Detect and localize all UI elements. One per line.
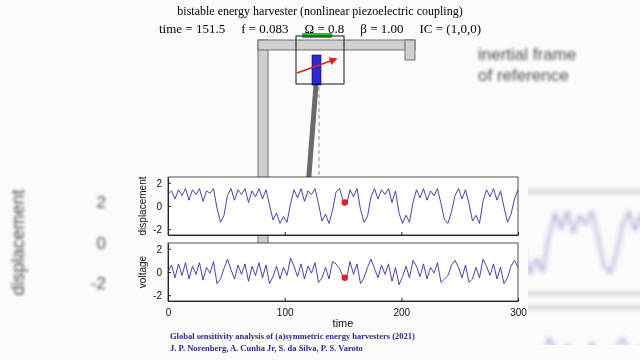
x-tick [285,232,286,235]
y-tick: 0 [156,267,171,278]
background-line [528,334,640,345]
tick-label: -2 [153,290,162,301]
x-tick: 300 [510,298,527,318]
current-point [342,199,348,205]
tick-label: -2 [153,224,162,235]
tick-label: 2 [156,178,162,189]
axis-line [169,235,519,236]
y-axis-title: voltage [137,255,148,288]
tick-mark [168,229,171,230]
plot-frame [168,243,518,301]
plot-area [168,189,518,224]
x-axis [169,232,519,236]
background-line [528,212,640,273]
x-tick [518,232,519,235]
parameter: IC = (1,0,0) [420,21,482,36]
background-diagram-label: of reference [478,66,569,85]
tick-mark [168,206,171,207]
tick-label: 300 [510,307,527,318]
tick-mark [285,232,286,235]
tick-label: 100 [277,307,294,318]
series-line [168,258,518,285]
tick-mark [168,295,171,296]
axis-line [169,301,519,302]
background [0,0,640,360]
plot-area [168,258,518,285]
y-axis: -2 0 2 [153,244,171,302]
tick-mark [168,183,171,184]
chart: 0 100 200 300 -2 0 2 voltage time [137,243,527,329]
piezo-layer [312,55,321,85]
chart: -2 0 2 displacement [137,176,519,235]
y-tick: -2 [153,290,171,301]
background-tick-label: 2 [97,193,106,212]
tick-label: 2 [156,244,162,255]
title: bistable energy harvester (nonlinear pie… [177,4,462,18]
citation: Global sensitivity analysis of (a)symmet… [170,331,415,341]
background-copy [528,192,640,345]
tick-mark [401,232,402,235]
y-axis-title: displacement [137,176,148,235]
x-tick: 100 [277,298,294,318]
tick-mark [518,232,519,235]
x-axis: 0 100 200 300 [166,298,528,318]
frame-top [258,40,415,50]
canvas: displacement -2 0 2 inertial frame of referen… [0,0,640,360]
series-line [168,189,518,224]
current-point [342,275,348,281]
y-axis: -2 0 2 [153,178,171,236]
tick-mark [518,298,519,301]
frame-lip [405,40,415,60]
tick-label: 0 [166,307,172,318]
background-tick-label: 0 [97,234,106,253]
background-frame [528,308,640,345]
authors: J. P. Norenberg, A. Cunha Jr, S. da Silv… [170,343,363,353]
y-tick: 0 [156,201,171,212]
plot-frame [168,177,518,235]
y-tick: 2 [156,244,171,255]
parameter: β = 1.00 [360,21,403,36]
tick-mark [168,249,171,250]
tick-label: 200 [393,307,410,318]
parameter: time = 151.5 [159,21,225,36]
force-arrow [297,59,336,73]
tick-mark [285,298,286,301]
tick-label: 0 [156,201,162,212]
tick-label: 0 [156,267,162,278]
tick-mark [401,298,402,301]
background-axis-title: displacement [8,190,28,296]
background-frame [528,192,640,294]
y-tick: -2 [153,224,171,235]
x-tick: 200 [393,298,410,318]
background-diagram-label: inertial frame [478,45,576,64]
parameter: f = 0.083 [241,21,288,36]
x-axis-title: time [333,317,354,329]
y-tick: 2 [156,178,171,189]
zoom-box [296,36,344,84]
background-tick-label: -2 [91,274,106,293]
x-tick [401,232,402,235]
tick-mark [168,272,171,273]
